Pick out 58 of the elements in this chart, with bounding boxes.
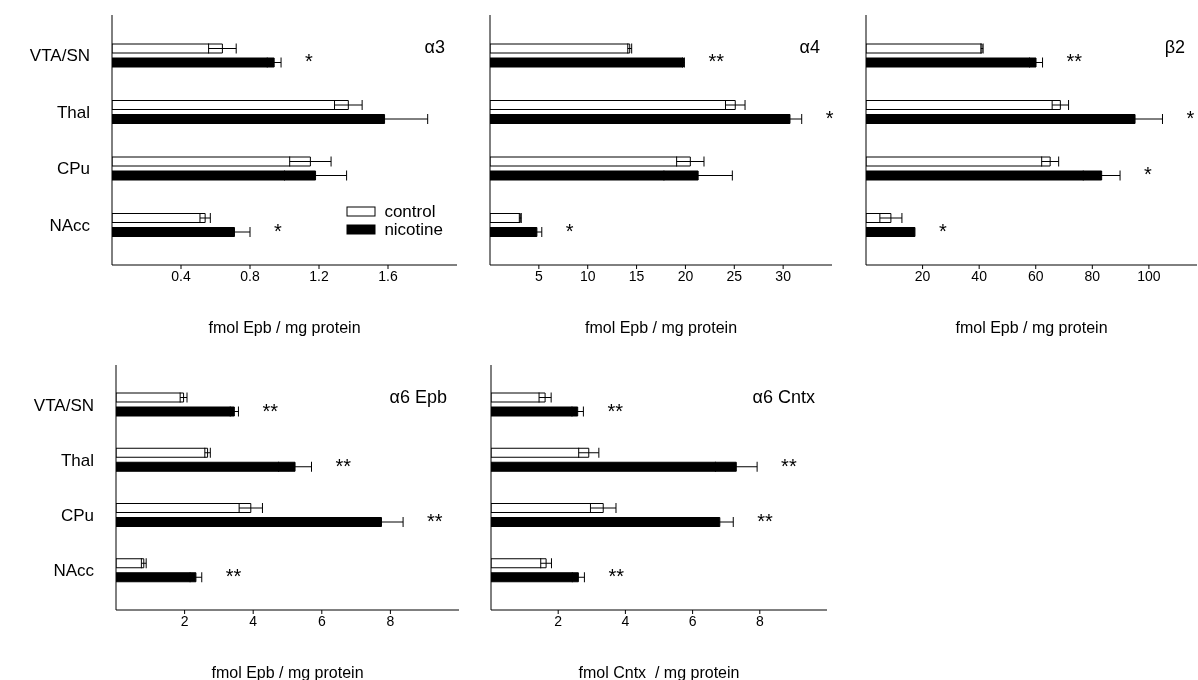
- annotation: *: [565, 219, 574, 242]
- text: α3: [424, 37, 445, 58]
- x-tick-label: 0.8: [240, 267, 260, 284]
- x-tick-label: 25: [726, 267, 743, 284]
- x-tick-label: 60: [1027, 267, 1044, 284]
- x-tick-label: 4: [249, 612, 258, 629]
- x-tick-label: 6: [688, 612, 697, 629]
- x-axis-title: fmol Epb / mg protein: [954, 319, 1109, 337]
- annotation: *: [825, 106, 834, 129]
- text: β2: [1164, 37, 1185, 58]
- annotation: **: [781, 454, 797, 477]
- y-tick-label: Thal: [56, 102, 90, 122]
- annotation: *: [1144, 163, 1153, 186]
- annotation: *: [274, 219, 282, 242]
- annotation: **: [757, 510, 774, 533]
- x-tick-label: 4: [621, 612, 630, 629]
- text: α6 Epb: [389, 387, 447, 408]
- annotation: *: [938, 219, 947, 242]
- annotation: **: [335, 454, 352, 477]
- x-tick-label: 80: [1084, 267, 1101, 284]
- x-axis-title: fmol Epb / mg protein: [207, 319, 362, 337]
- x-tick-label: 1.2: [309, 267, 329, 284]
- annotation: **: [1066, 50, 1083, 73]
- annotation: *: [305, 50, 314, 73]
- annotation: **: [225, 565, 242, 588]
- y-tick-label: Thal: [60, 450, 94, 470]
- legend-label: control: [384, 202, 436, 221]
- x-tick-label: 0.4: [171, 267, 191, 284]
- annotation: **: [607, 399, 624, 422]
- x-tick-label: 6: [317, 612, 326, 629]
- x-tick-label: 2: [180, 612, 189, 629]
- y-tick-label: NAcc: [53, 561, 95, 581]
- y-tick-label: NAcc: [49, 215, 91, 235]
- x-tick-label: 20: [677, 267, 694, 284]
- x-tick-label: 40: [971, 267, 988, 284]
- x-tick-label: 8: [755, 612, 764, 629]
- x-tick-label: 15: [628, 267, 645, 284]
- annotation: **: [262, 399, 279, 422]
- text: α4: [799, 37, 820, 58]
- annotation: *: [1186, 106, 1195, 129]
- x-tick-label: 30: [775, 267, 792, 284]
- text: α6 Cntx: [752, 387, 815, 408]
- y-tick-label: VTA/SN: [33, 395, 94, 415]
- y-tick-label: CPu: [60, 506, 94, 526]
- x-tick-label: 2: [554, 612, 563, 629]
- x-tick-label: 8: [386, 612, 395, 629]
- x-tick-label: 100: [1137, 267, 1161, 284]
- x-tick-label: 10: [579, 267, 596, 284]
- y-tick-label: VTA/SN: [29, 46, 90, 66]
- x-tick-label: 1.6: [378, 267, 398, 284]
- annotation: **: [708, 50, 725, 73]
- x-axis-title: fmol Epb / mg protein: [583, 319, 739, 337]
- annotation: **: [427, 510, 443, 533]
- x-tick-label: 20: [914, 267, 931, 284]
- y-tick-label: CPu: [56, 159, 90, 179]
- annotation: **: [608, 565, 625, 588]
- x-tick-label: 5: [534, 267, 543, 284]
- legend-label: nicotine: [384, 220, 443, 239]
